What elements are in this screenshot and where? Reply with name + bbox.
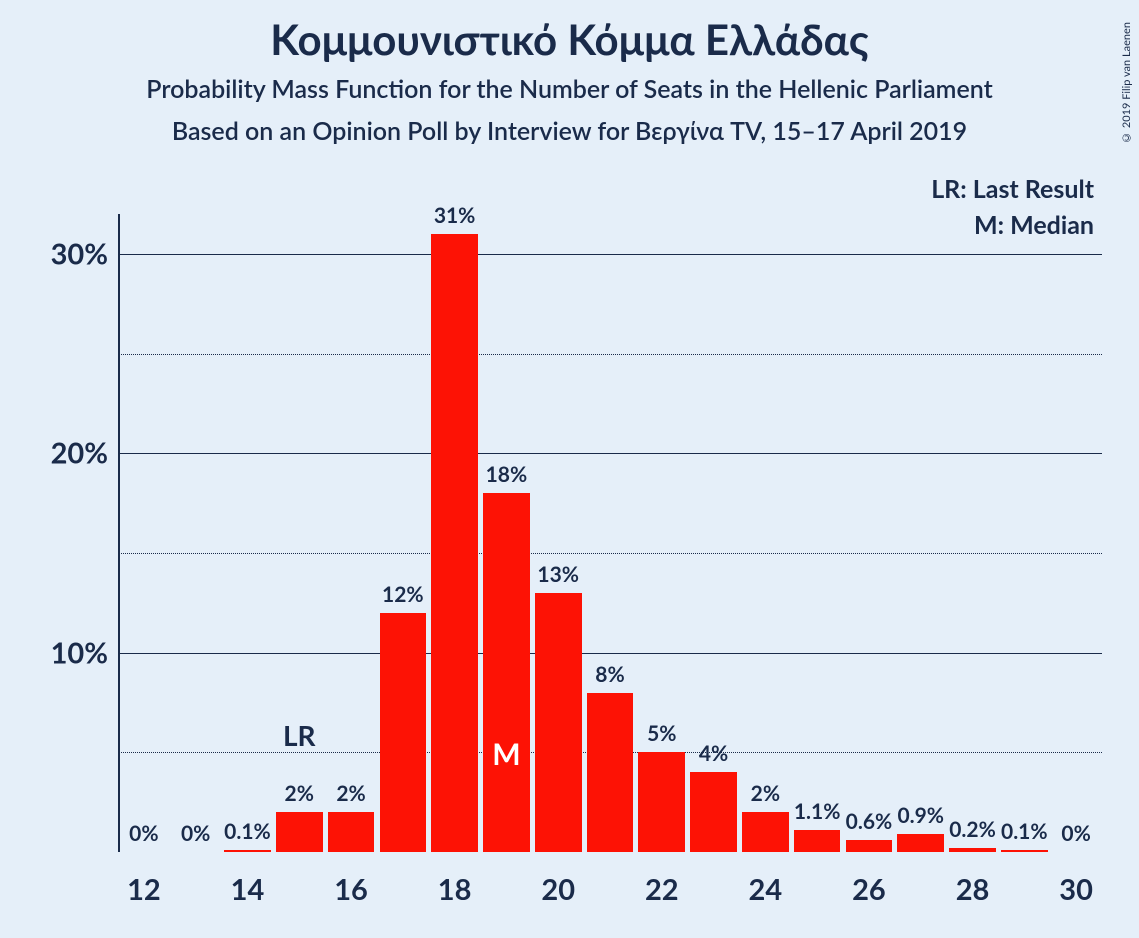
- bar: 31%: [431, 234, 478, 852]
- bar-value-label: 8%: [595, 662, 624, 693]
- chart-plot-area: LR: Last Result M: Median 10%20%30%12141…: [118, 214, 1102, 852]
- bar: 4%: [690, 772, 737, 852]
- bar: 0.1%: [224, 850, 271, 852]
- bar: 0.1%: [1001, 850, 1048, 852]
- bar: 0.9%: [897, 834, 944, 852]
- bar: 0.6%: [846, 840, 893, 852]
- gridline-major: [118, 653, 1102, 654]
- bar-value-label: 13%: [537, 562, 579, 593]
- y-tick-label: 10%: [51, 635, 118, 670]
- bar: 2%: [742, 812, 789, 852]
- last-result-marker: LR: [283, 718, 316, 752]
- x-tick-label: 26: [852, 852, 886, 907]
- bar: 18%M: [483, 493, 530, 852]
- copyright-text: © 2019 Filip van Laenen: [1120, 22, 1133, 144]
- x-tick-label: 30: [1059, 852, 1093, 907]
- x-tick-label: 12: [127, 852, 161, 907]
- bar-value-label: 31%: [434, 203, 476, 234]
- bar-value-label: 2%: [751, 781, 780, 812]
- chart-subtitle-2: Based on an Opinion Poll by Interview fo…: [0, 116, 1139, 146]
- bar-value-label: 0.1%: [1001, 819, 1048, 850]
- y-tick-label: 20%: [51, 436, 118, 471]
- legend-m: M: Median: [974, 210, 1094, 240]
- bar-value-label: 0.9%: [897, 803, 944, 834]
- bar: 8%: [587, 693, 634, 853]
- bar-value-label: 0.2%: [949, 817, 996, 848]
- bar: 2%: [276, 812, 323, 852]
- y-tick-label: 30%: [51, 236, 118, 271]
- titles: Κομμουνιστικό Κόμμα Ελλάδας Probability …: [0, 14, 1139, 146]
- bar-value-label: 12%: [382, 582, 424, 613]
- bar-value-label: 4%: [699, 741, 728, 772]
- gridline-major: [118, 254, 1102, 255]
- x-tick-label: 18: [438, 852, 472, 907]
- bar-value-label: 5%: [647, 721, 676, 752]
- bar-value-label: 0%: [129, 821, 158, 852]
- bar-value-label: 2%: [285, 781, 314, 812]
- bar-value-label: 1.1%: [794, 799, 841, 830]
- bar: 0.2%: [949, 848, 996, 852]
- bar: 13%: [535, 593, 582, 852]
- bar-value-label: 0%: [181, 821, 210, 852]
- y-axis: [118, 214, 120, 852]
- gridline-minor: [118, 553, 1102, 554]
- median-marker: M: [492, 736, 520, 772]
- bar: 1.1%: [794, 830, 841, 852]
- chart-subtitle-1: Probability Mass Function for the Number…: [0, 74, 1139, 104]
- x-tick-label: 14: [231, 852, 265, 907]
- bar: 12%: [380, 613, 427, 852]
- bar-value-label: 2%: [336, 781, 365, 812]
- bar-value-label: 0%: [1061, 821, 1090, 852]
- legend-lr: LR: Last Result: [931, 174, 1094, 204]
- bar-value-label: 0.6%: [846, 809, 893, 840]
- x-tick-label: 16: [334, 852, 368, 907]
- bar-value-label: 18%: [486, 462, 528, 493]
- chart-title: Κομμουνιστικό Κόμμα Ελλάδας: [0, 14, 1139, 64]
- gridline-major: [118, 453, 1102, 454]
- bar-value-label: 0.1%: [224, 819, 271, 850]
- bar: 2%: [328, 812, 375, 852]
- x-tick-label: 24: [749, 852, 783, 907]
- bar: 5%: [638, 752, 685, 852]
- x-tick-label: 22: [645, 852, 679, 907]
- gridline-minor: [118, 354, 1102, 355]
- x-tick-label: 20: [541, 852, 575, 907]
- x-tick-label: 28: [956, 852, 990, 907]
